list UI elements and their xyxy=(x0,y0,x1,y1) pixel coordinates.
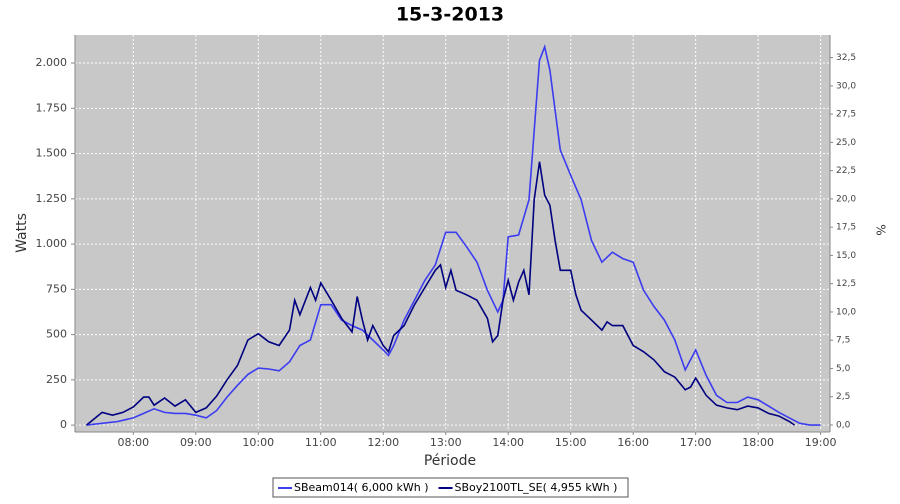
y-tick-label: 500 xyxy=(46,328,67,341)
y2-tick-label: 17,5 xyxy=(836,223,856,233)
y2-tick-label: 22,5 xyxy=(836,166,856,176)
x-tick-label: 17:00 xyxy=(680,436,712,449)
y2-tick-label: 25,0 xyxy=(836,138,856,148)
x-tick-label: 16:00 xyxy=(617,436,649,449)
series-line xyxy=(86,44,821,426)
y2-tick-label: 20,0 xyxy=(836,194,856,204)
y-tick-label: 750 xyxy=(46,282,67,295)
y2-tick-label: 2,5 xyxy=(836,392,850,402)
y2-axis-label: % xyxy=(874,224,888,235)
chart-title: 15-3-2013 xyxy=(396,4,504,26)
x-tick-label: 15:00 xyxy=(555,436,587,449)
y-axis-label: Watts xyxy=(14,213,30,253)
x-tick-label: 09:00 xyxy=(180,436,212,449)
legend-label: SBoy2100TL_SE( 4,955 kWh ) xyxy=(455,481,618,494)
y-tick-label: 1.500 xyxy=(36,147,68,160)
x-tick-label: 12:00 xyxy=(367,436,399,449)
x-tick-label: 14:00 xyxy=(492,436,524,449)
y2-tick-label: 10,0 xyxy=(836,307,856,317)
y-tick-label: 250 xyxy=(46,373,67,386)
x-tick-label: 13:00 xyxy=(430,436,462,449)
y-tick-label: 2.000 xyxy=(36,56,68,69)
series-line xyxy=(85,161,796,426)
y-tick-label: 1.250 xyxy=(36,192,68,205)
y2-tick-label: 12,5 xyxy=(836,279,856,289)
x-axis-label: Période xyxy=(424,453,476,469)
y-tick-label: 0 xyxy=(60,418,67,431)
y2-tick-label: 5,0 xyxy=(836,364,851,374)
y2-tick-label: 32,5 xyxy=(836,53,856,63)
y2-tick-label: 7,5 xyxy=(836,336,850,346)
y-tick-label: 1.750 xyxy=(36,101,68,114)
x-tick-label: 18:00 xyxy=(742,436,774,449)
x-tick-label: 19:00 xyxy=(805,436,837,449)
y-tick-label: 1.000 xyxy=(36,237,68,250)
y2-tick-label: 0,0 xyxy=(836,420,851,430)
y2-tick-label: 30,0 xyxy=(836,81,856,91)
x-tick-label: 08:00 xyxy=(117,436,149,449)
legend-label: SBeam014( 6,000 kWh ) xyxy=(294,481,429,494)
y2-tick-label: 15,0 xyxy=(836,251,856,261)
plot-area xyxy=(75,35,830,432)
y2-tick-label: 27,5 xyxy=(836,110,856,120)
x-tick-label: 10:00 xyxy=(242,436,274,449)
x-tick-label: 11:00 xyxy=(305,436,337,449)
